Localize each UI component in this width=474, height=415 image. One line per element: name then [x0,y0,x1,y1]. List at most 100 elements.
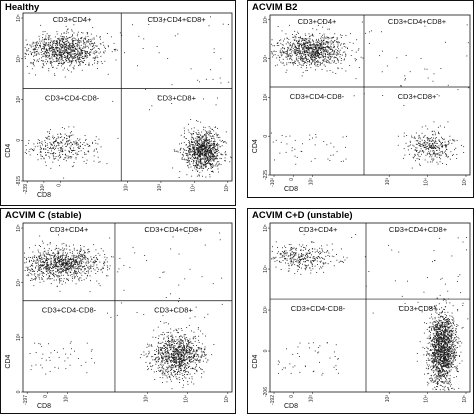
scatter-point [206,144,207,145]
scatter-point [59,52,60,53]
scatter-point [322,27,323,28]
scatter-point [53,142,54,143]
scatter-point [41,158,42,159]
scatter-point [188,166,189,167]
scatter-point [55,268,56,269]
scatter-point [129,267,130,268]
scatter-point [356,52,357,53]
scatter-point [80,273,81,274]
scatter-point [212,135,213,136]
scatter-point [56,266,57,267]
scatter-point [38,159,39,160]
scatter-point [425,135,426,136]
scatter-point [34,59,35,60]
scatter-point [109,238,110,239]
scatter-point [45,61,46,62]
scatter-point [63,51,64,52]
scatter-point [95,140,96,141]
scatter-point [59,158,60,159]
scatter-point [70,275,71,276]
scatter-point [180,340,181,341]
scatter-point [184,149,185,150]
scatter-point [60,133,61,134]
scatter-point [441,146,442,147]
scatter-point [185,369,186,370]
scatter-point [280,50,281,51]
scatter-point [50,360,51,361]
scatter-point [47,254,48,255]
scatter-point [68,158,69,159]
scatter-point [326,51,327,52]
scatter-point [305,44,306,45]
scatter-point [158,368,159,369]
scatter-point [197,158,198,159]
scatter-point [171,381,172,382]
x-tick-label: -10² [270,178,276,187]
scatter-point [190,154,191,155]
scatter-point [178,346,179,347]
scatter-point [52,255,53,256]
scatter-point [196,165,197,166]
scatter-point [369,43,370,44]
scatter-point [228,24,229,25]
scatter-point [451,143,452,144]
scatter-point [292,150,293,151]
scatter-point [60,137,61,138]
scatter-point [33,62,34,63]
scatter-point [39,236,40,237]
scatter-point [65,59,66,60]
scatter-point [204,148,205,149]
scatter-point [69,57,70,58]
scatter-point [63,265,64,266]
scatter-point [85,259,86,260]
scatter-point [166,297,167,298]
scatter-point [195,138,196,139]
scatter-point [62,270,63,271]
scatter-point [198,130,199,131]
scatter-point [58,137,59,138]
scatter-point [71,157,72,158]
scatter-point [32,280,33,281]
scatter-point [25,270,26,271]
scatter-point [212,164,213,165]
scatter-point [203,136,204,137]
x-tick-label: 10⁴ [190,184,196,192]
x-tick-label: 10⁵ [462,178,468,186]
scatter-point [49,268,50,269]
scatter-point [60,273,61,274]
scatter-point [34,343,35,344]
scatter-point [316,65,317,66]
scatter-point [218,169,219,170]
scatter-point [163,375,164,376]
scatter-point [350,33,351,34]
scatter-point [193,138,194,139]
scatter-point [193,368,194,369]
scatter-point [329,59,330,60]
scatter-point [337,38,338,39]
scatter-point [92,266,93,267]
scatter-point [60,36,61,37]
scatter-point [287,50,288,51]
scatter-point [83,271,84,272]
scatter-point [62,154,63,155]
scatter-point [356,59,357,60]
scatter-point [337,47,338,48]
scatter-point [55,53,56,54]
scatter-point [57,44,58,45]
scatter-point [302,143,303,144]
scatter-point [72,58,73,59]
scatter-point [93,244,94,245]
scatter-point [214,134,215,135]
scatter-point [55,254,56,255]
scatter-point [437,143,438,144]
scatter-point [325,53,326,54]
scatter-point [201,137,202,138]
scatter-point [66,43,67,44]
scatter-point [213,156,214,157]
scatter-point [206,157,207,158]
scatter-point [76,266,77,267]
scatter-point [53,272,54,273]
scatter-point [415,160,416,161]
scatter-point [422,140,423,141]
scatter-point [189,158,190,159]
